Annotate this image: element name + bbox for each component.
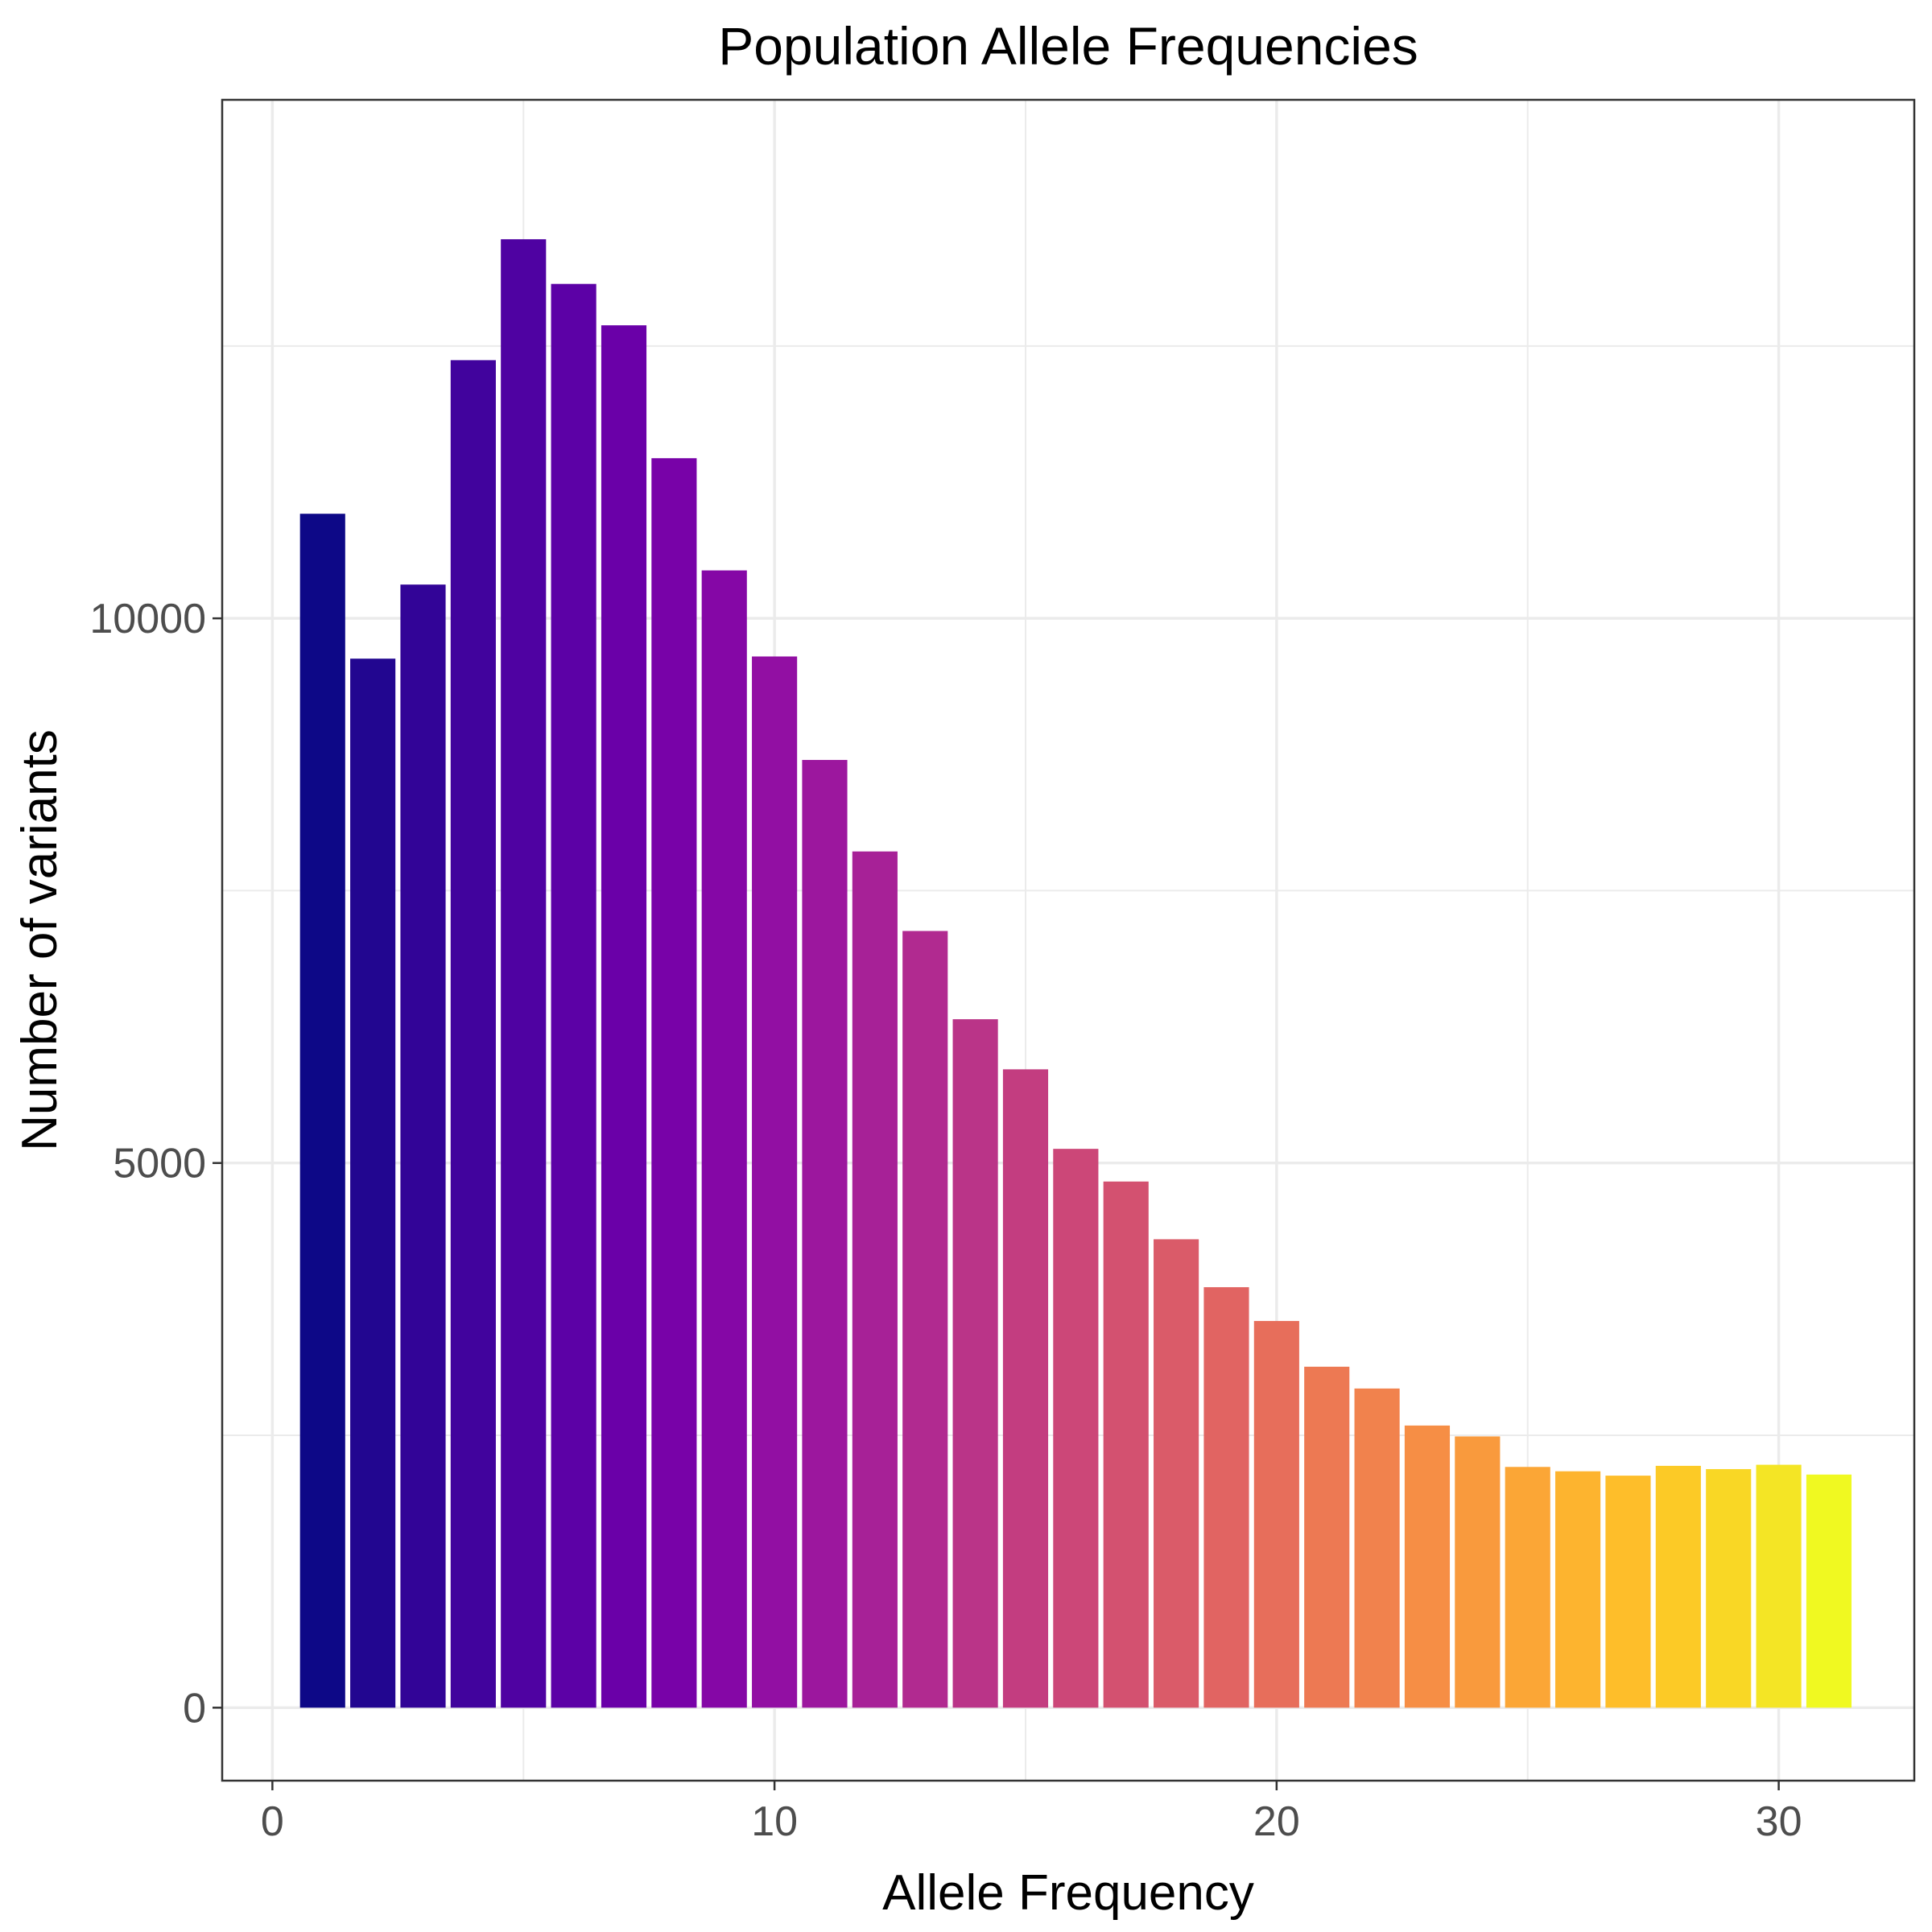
bar — [1505, 1467, 1550, 1708]
bar — [1555, 1471, 1601, 1708]
bar — [1706, 1468, 1752, 1708]
bar — [1756, 1464, 1802, 1708]
bar — [752, 656, 798, 1708]
x-tick-label: 30 — [1756, 1798, 1802, 1845]
bar — [1154, 1239, 1199, 1708]
x-tick-label: 20 — [1253, 1798, 1300, 1845]
bar — [1655, 1465, 1701, 1708]
x-axis-title: Allele Frequency — [882, 1865, 1254, 1921]
y-tick-label: 0 — [183, 1685, 206, 1732]
bar — [350, 658, 396, 1708]
y-tick-label: 10000 — [89, 596, 206, 642]
bar — [1253, 1320, 1299, 1708]
bar — [1304, 1366, 1350, 1708]
bar — [1203, 1286, 1249, 1708]
bar — [1354, 1388, 1400, 1708]
bar — [802, 760, 848, 1708]
y-tick-label: 5000 — [113, 1141, 206, 1187]
bar — [1455, 1436, 1501, 1708]
bars — [299, 239, 1852, 1708]
chart-title: Population Allele Frequencies — [718, 16, 1418, 76]
bar — [952, 1019, 998, 1708]
x-tick-label: 10 — [751, 1798, 798, 1845]
bar — [902, 931, 948, 1708]
bar — [1103, 1181, 1149, 1708]
y-axis-title: Number of variants — [12, 729, 68, 1151]
axes: 0 10 20 30 0 5000 10000 — [89, 596, 1802, 1845]
bar — [1605, 1476, 1651, 1708]
bar — [1053, 1149, 1099, 1708]
bar — [551, 283, 597, 1708]
bar — [1404, 1425, 1451, 1708]
x-tick-label: 0 — [261, 1798, 284, 1845]
bar — [701, 570, 747, 1708]
plot-panel-border — [221, 98, 1916, 1782]
bar — [450, 360, 496, 1708]
bar — [1806, 1474, 1852, 1708]
bar — [299, 514, 345, 1708]
bar — [400, 584, 446, 1708]
bar — [501, 239, 547, 1708]
bar — [852, 851, 898, 1708]
bar — [1002, 1069, 1049, 1708]
bar — [601, 325, 647, 1708]
bar — [651, 458, 697, 1708]
